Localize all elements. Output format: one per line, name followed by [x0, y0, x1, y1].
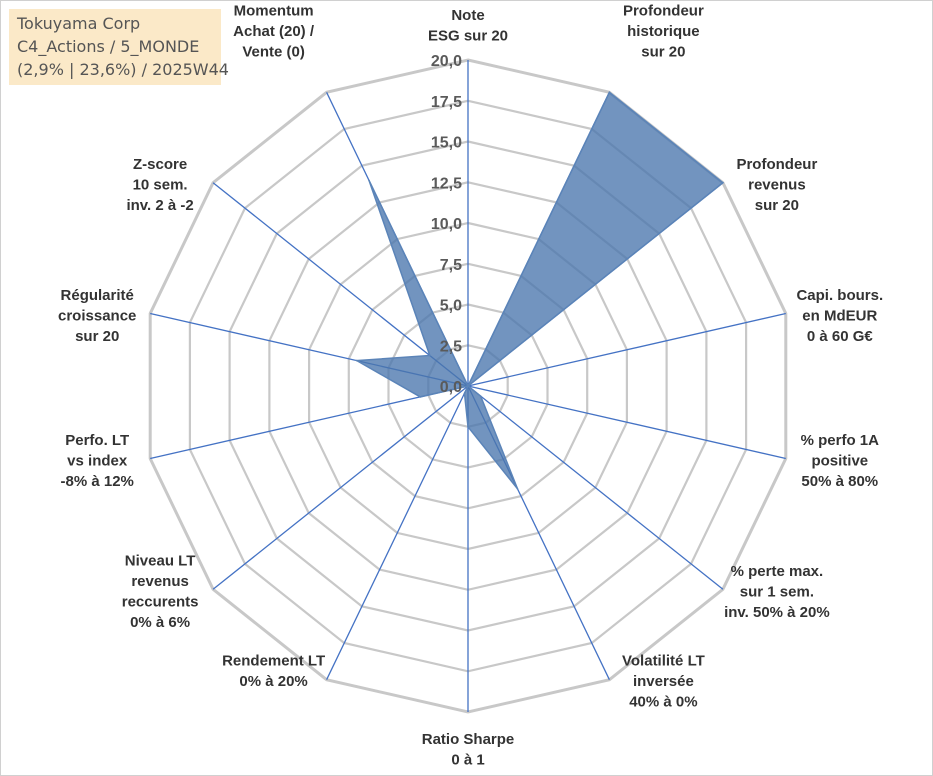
tick-label-1: 2,5 — [440, 338, 462, 355]
data-point-3 — [722, 181, 724, 184]
tick-label-8: 20,0 — [431, 53, 462, 70]
axis-label-2: Profondeur historique sur 20 — [623, 2, 704, 60]
spoke-6 — [467, 385, 724, 590]
data-point-9 — [463, 392, 466, 395]
axis-label-11: Perfo. LT vs index -8% à 12% — [61, 432, 134, 490]
tick-label-5: 12,5 — [431, 175, 462, 192]
tick-label-3: 7,5 — [440, 257, 462, 274]
series-area — [354, 91, 725, 490]
tick-label-4: 10,0 — [431, 216, 462, 233]
axis-label-9: Rendement LT 0% à 20% — [222, 653, 325, 691]
radar-series — [354, 91, 725, 490]
tick-label-2: 5,0 — [440, 298, 462, 315]
axis-label-12: Régularité croissance sur 20 — [58, 287, 136, 345]
axis-label-3: Profondeur revenus sur 20 — [736, 156, 817, 214]
spoke-10 — [212, 385, 469, 590]
info-box: Tokuyama Corp C4_Actions / 5_MONDE (2,9%… — [9, 9, 229, 85]
axis-label-1: Note ESG sur 20 — [428, 7, 508, 45]
tick-label-0: 0,0 — [440, 379, 462, 396]
spoke-9 — [326, 385, 469, 680]
spoke-5 — [467, 385, 786, 460]
data-point-12 — [356, 359, 358, 362]
category-label: C4_Actions / 5_MONDE — [17, 37, 200, 56]
spoke-11 — [150, 385, 469, 460]
axis-label-13: Z-score 10 sem. inv. 2 à -2 — [126, 156, 193, 214]
data-point-14 — [368, 179, 370, 182]
spoke-13 — [212, 182, 469, 387]
axis-label-10: Niveau LT revenus reccurents 0% à 6% — [122, 553, 199, 632]
data-point-10 — [467, 385, 469, 387]
axis-label-6: % perte max. sur 1 sem. inv. 50% à 20% — [724, 563, 830, 621]
tick-label-7: 17,5 — [431, 94, 462, 111]
company-name: Tokuyama Corp — [17, 14, 141, 33]
data-point-8 — [467, 426, 469, 428]
data-point-6 — [479, 395, 482, 398]
data-point-2 — [608, 91, 611, 94]
data-point-13 — [429, 354, 431, 357]
radar-tick-labels: 0,0 2,5 5,0 7,5 10,0 12,5 15,0 17,5 20,0 — [431, 53, 462, 396]
radar-axis-labels: Note ESG sur 20 Profondeur historique sur 20… — [58, 2, 883, 768]
spoke-4 — [467, 312, 786, 387]
tick-label-6: 15,0 — [431, 135, 462, 152]
stats-label: (2,9% | 23,6%) / 2025W44 — [17, 60, 229, 79]
axis-label-14: Momentum Achat (20) / Vente (0) — [233, 2, 315, 60]
data-point-7 — [516, 488, 519, 490]
axis-label-5: % perfo 1A positive 50% à 80% — [801, 432, 880, 490]
data-point-11 — [419, 396, 422, 398]
axis-label-7: Volatilité LT inversée 40% à 0% — [622, 653, 705, 711]
axis-label-4: Capi. bours. en MdEUR 0 à 60 G€ — [796, 287, 883, 345]
axis-label-8: Ratio Sharpe 0 à 1 — [422, 731, 515, 769]
